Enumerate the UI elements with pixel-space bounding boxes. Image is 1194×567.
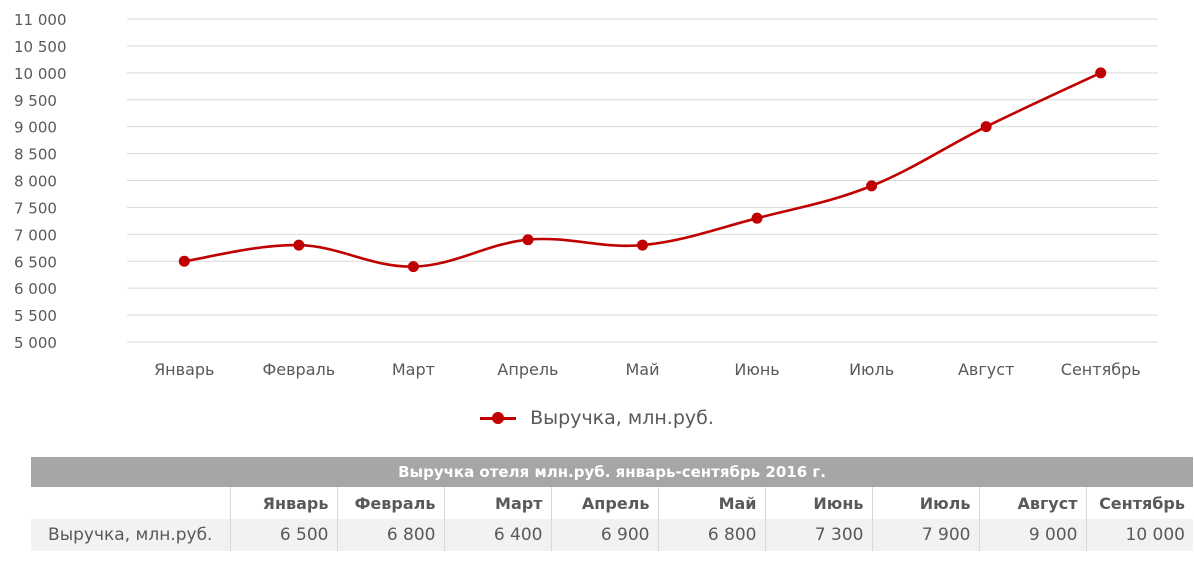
table-value-cell: 6 800: [336, 519, 444, 551]
data-point: [980, 121, 992, 133]
y-tick-label: 6 500: [14, 253, 57, 271]
x-tick-label: Август: [958, 360, 1014, 379]
y-tick-label: 5 500: [14, 307, 57, 325]
table-header-cell: Июнь: [764, 487, 872, 519]
x-tick-label: Июль: [849, 360, 894, 379]
series-line: [184, 71, 1102, 268]
table-value-cell: 9 000: [978, 519, 1086, 551]
table-value-cell: 6 800: [657, 519, 765, 551]
data-point: [1095, 67, 1107, 79]
y-tick-label: 8 000: [14, 173, 57, 191]
table-header-cell: Сентябрь: [1085, 487, 1193, 519]
x-tick-label: Июнь: [734, 360, 779, 379]
table-header-cell: Июль: [871, 487, 979, 519]
data-point: [637, 239, 648, 251]
table-corner-cell: [31, 487, 230, 519]
data-point: [522, 234, 534, 246]
data-point: [293, 239, 305, 251]
table-value-cell: 6 400: [443, 519, 551, 551]
table-header-cell: Февраль: [336, 487, 444, 519]
y-tick-label: 9 000: [14, 119, 57, 137]
data-point: [866, 180, 878, 192]
x-tick-label: Май: [625, 360, 659, 379]
y-tick-label: 7 500: [14, 199, 57, 217]
y-tick-label: 6 000: [14, 280, 57, 298]
x-tick-label: Январь: [154, 360, 214, 379]
table-header-cell: Март: [443, 487, 551, 519]
legend-line-marker-icon: [480, 412, 517, 424]
data-point: [751, 212, 763, 224]
table-row-label: Выручка, млн.руб.: [31, 519, 230, 551]
table-header-cell: Август: [978, 487, 1086, 519]
table-header-cell: Май: [657, 487, 765, 519]
data-point: [407, 261, 419, 273]
line-chart: 5 000 5 500 6 000 6 500 7 000 7 500 8 000 8 500…: [14, 11, 1158, 379]
revenue-table: Выручка отеля млн.руб. январь-сентябрь 2…: [31, 457, 1193, 551]
y-tick-label: 7 000: [14, 226, 57, 244]
x-tick-label: Сентябрь: [1061, 360, 1141, 379]
x-tick-label: Февраль: [262, 360, 335, 379]
data-point: [178, 255, 190, 267]
x-tick-label: Март: [392, 360, 435, 379]
y-tick-label: 5 000: [14, 334, 57, 352]
table-value-cell: 6 500: [229, 519, 337, 551]
y-tick-label: 10 000: [14, 65, 67, 83]
table-header-cell: Апрель: [550, 487, 658, 519]
x-tick-label: Апрель: [497, 360, 558, 379]
table-header-cell: Январь: [229, 487, 337, 519]
table-title: Выручка отеля млн.руб. январь-сентябрь 2…: [31, 457, 1193, 487]
legend-label: Выручка, млн.руб.: [530, 407, 714, 429]
y-tick-label: 8 500: [14, 146, 57, 164]
table-value-cell: 7 300: [764, 519, 872, 551]
y-tick-label: 11 000: [14, 11, 67, 29]
y-tick-label: 10 500: [14, 38, 67, 56]
table-value-cell: 10 000: [1085, 519, 1193, 551]
chart-legend: Выручка, млн.руб.: [0, 400, 1194, 436]
y-tick-label: 9 500: [14, 92, 57, 110]
table-value-cell: 7 900: [871, 519, 979, 551]
table-value-cell: 6 900: [550, 519, 658, 551]
